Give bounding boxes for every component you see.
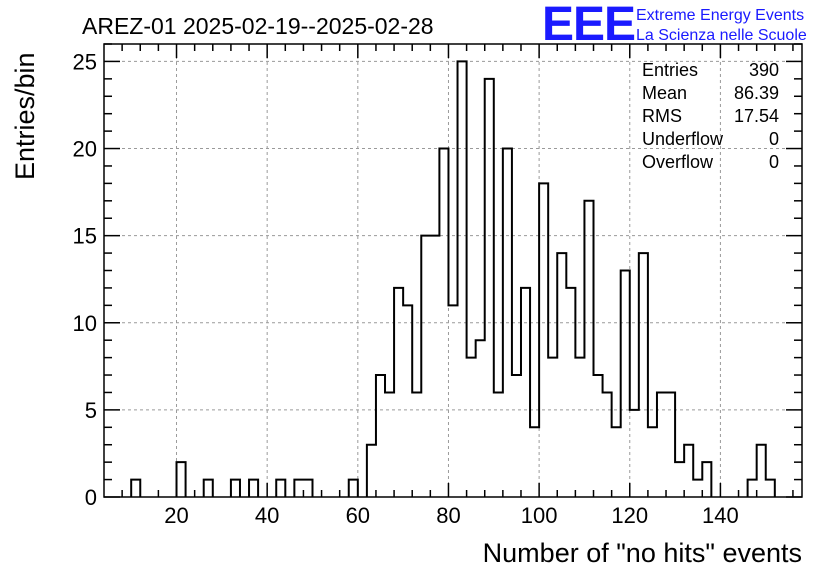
histogram-bin (177, 462, 186, 497)
histogram-bin (503, 149, 512, 497)
histogram-bin (412, 392, 421, 497)
histogram-series (130, 60, 776, 498)
histogram-bin (385, 392, 394, 497)
stats-label: RMS (642, 106, 682, 126)
histogram-bin (458, 61, 467, 497)
histogram-bin (231, 480, 240, 497)
histogram-bin (630, 410, 639, 497)
histogram-bin (702, 462, 711, 497)
histogram-bin (485, 79, 494, 497)
histogram-bin (603, 392, 612, 497)
stats-box: Entries 390 Mean 86.39 RMS 17.54 Underflow 0 Ove… (642, 60, 779, 172)
stats-value: 0 (769, 129, 779, 149)
y-axis-label: Entries/bin (10, 52, 40, 180)
histogram-bin (594, 375, 603, 497)
histogram-bin (684, 445, 693, 497)
histogram-bin (421, 236, 430, 497)
logo-line-1: Extreme Energy Events (636, 7, 804, 24)
histogram-bin (530, 427, 539, 497)
histogram-bin (376, 375, 385, 497)
y-tick-label: 25 (73, 49, 97, 74)
histogram-bin (439, 149, 448, 497)
histogram-bin (467, 358, 476, 497)
histogram-bin (476, 340, 485, 497)
histogram-bin (131, 480, 140, 497)
stats-label: Entries (642, 60, 698, 80)
x-tick-label: 100 (521, 503, 558, 528)
histogram-bin (621, 271, 630, 498)
histogram-bin (657, 392, 666, 497)
histogram-bin (566, 288, 575, 497)
logo-line-2: La Scienza nelle Scuole (636, 27, 807, 44)
histogram-bin (294, 480, 303, 497)
x-tick-label: 40 (255, 503, 279, 528)
y-tick-label: 15 (73, 224, 97, 249)
histogram-bin (584, 201, 593, 497)
histogram-bin (303, 480, 312, 497)
y-tick-label: 0 (85, 485, 97, 510)
histogram-bin (512, 375, 521, 497)
x-tick-label: 140 (702, 503, 739, 528)
logo-mark: EEE (542, 0, 635, 51)
stats-value: 0 (769, 152, 779, 172)
histogram-bin (521, 288, 530, 497)
histogram-bin (748, 480, 757, 497)
stats-value: 390 (749, 60, 779, 80)
histogram-bin (494, 392, 503, 497)
histogram-outline (130, 60, 776, 497)
histogram-bin (648, 427, 657, 497)
axis-ticks: 20 40 60 80 100 120 140 0 5 10 15 20 25 (73, 43, 802, 528)
histogram-bin (249, 480, 258, 497)
chart-title: AREZ-01 2025-02-19--2025-02-28 (82, 13, 434, 39)
histogram-bin (557, 253, 566, 497)
y-tick-label: 20 (73, 137, 97, 162)
histogram-bin (548, 358, 557, 497)
histogram-bin (757, 445, 766, 497)
x-tick-label: 60 (346, 503, 370, 528)
x-axis-label: Number of "no hits" events (483, 538, 802, 568)
x-tick-label: 120 (611, 503, 648, 528)
histogram-bin (403, 305, 412, 497)
histogram-bin (204, 480, 213, 497)
histogram-bin (367, 445, 376, 497)
stats-label: Mean (642, 83, 687, 103)
x-tick-label: 80 (436, 503, 460, 528)
stats-label: Overflow (642, 152, 714, 172)
histogram-bin (349, 480, 358, 497)
histogram-bin (539, 183, 548, 497)
y-tick-label: 10 (73, 311, 97, 336)
histogram-bin (675, 462, 684, 497)
histogram-bin (766, 480, 775, 497)
stats-value: 17.54 (734, 106, 779, 126)
stats-value: 86.39 (734, 83, 779, 103)
x-tick-label: 20 (164, 503, 188, 528)
eee-logo: EEE Extreme Energy Events La Scienza nel… (542, 0, 807, 51)
histogram-bin (575, 358, 584, 497)
histogram-bin (693, 480, 702, 497)
histogram-bin (666, 392, 675, 497)
histogram-bin (430, 236, 439, 497)
histogram-bin (639, 253, 648, 497)
histogram-bin (448, 305, 457, 497)
histogram-bin (612, 427, 621, 497)
grid-lines (104, 44, 802, 497)
histogram-bin (276, 480, 285, 497)
histogram-bin (394, 288, 403, 497)
y-tick-label: 5 (85, 398, 97, 423)
stats-label: Underflow (642, 129, 724, 149)
